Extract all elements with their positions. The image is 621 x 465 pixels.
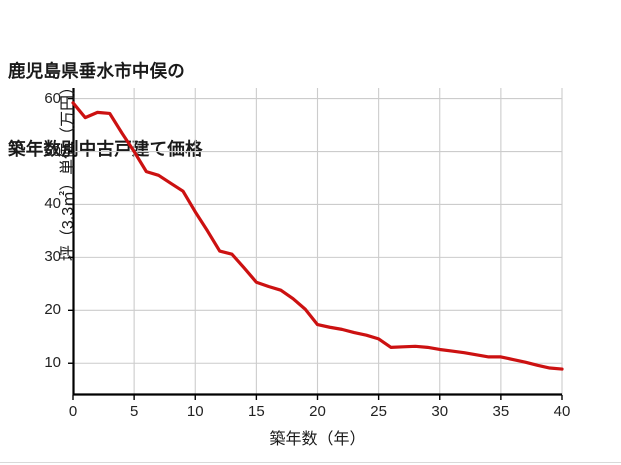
- y-tick-label: 10: [44, 354, 61, 372]
- y-tick-label: 30: [44, 248, 61, 266]
- x-tick-label: 25: [370, 403, 387, 420]
- y-axis-label: 坪（3.3㎡）単価（万円）: [60, 78, 77, 262]
- x-tick-label: 5: [129, 403, 139, 420]
- chart-title: 鹿児島県垂水市中俣の 築年数別中古戸建て価格: [8, 6, 488, 214]
- y-tick-label: 50: [44, 142, 61, 160]
- x-tick-label: 20: [309, 403, 326, 420]
- bottom-divider: [0, 462, 621, 463]
- grid-lines: [73, 88, 563, 395]
- x-tick-label: 35: [492, 403, 510, 420]
- chart-title-line-1: 鹿児島県垂水市中俣の: [8, 61, 185, 81]
- x-tick-label: 30: [431, 403, 449, 420]
- x-axis-label: 築年数（年）: [269, 431, 366, 448]
- data-series: [71, 101, 564, 371]
- line-series-tsubo-tanka: [71, 101, 564, 371]
- x-tick-label: 0: [68, 403, 78, 420]
- x-tick-label: 10: [186, 403, 204, 420]
- tick-marks: [68, 97, 563, 400]
- x-tick-label: 40: [553, 403, 571, 420]
- y-tick-label: 40: [44, 195, 61, 213]
- x-tick-label: 15: [248, 403, 265, 420]
- axis-lines: [72, 88, 562, 396]
- y-tick-label: 20: [44, 301, 61, 319]
- chart-title-line-2: 築年数別中古戸建て価格: [8, 139, 203, 159]
- y-tick-label: 60: [44, 89, 61, 107]
